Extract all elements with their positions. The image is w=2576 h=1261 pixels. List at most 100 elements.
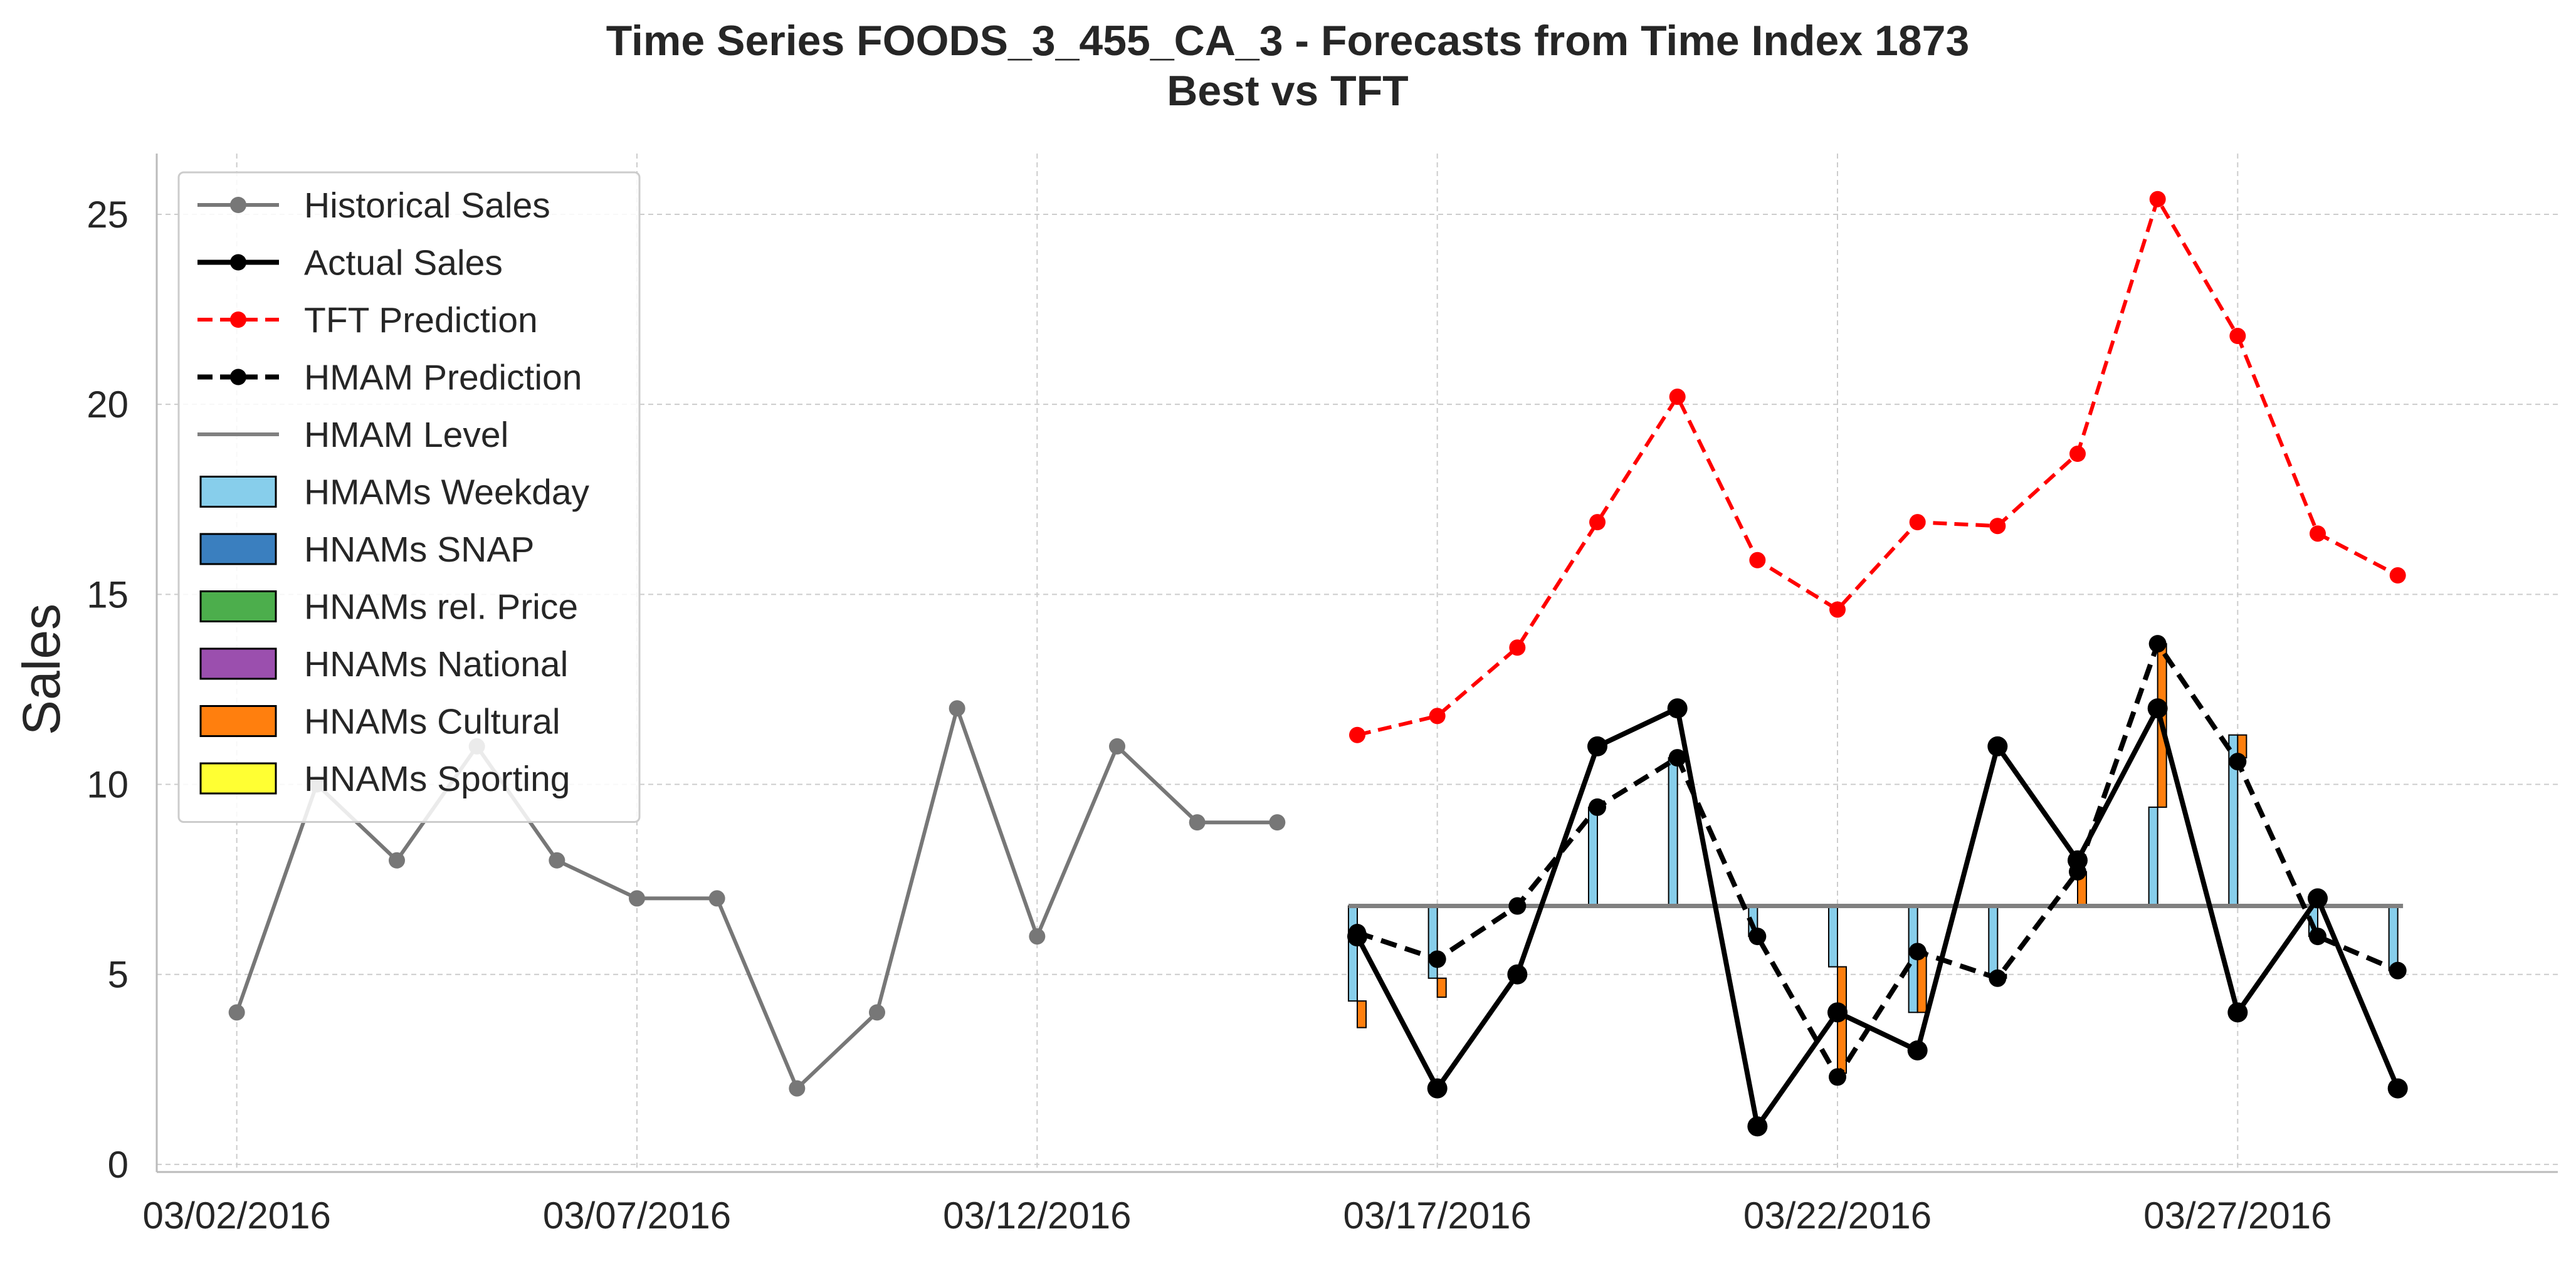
- tft-prediction-point: [1509, 639, 1526, 656]
- actual-sales-point: [1427, 1078, 1448, 1099]
- tft-prediction-point: [1429, 708, 1446, 725]
- hmam-prediction-point: [1508, 897, 1527, 915]
- actual-sales-point: [1667, 698, 1688, 719]
- weekday-effect-bar: [1668, 757, 1678, 907]
- legend-label: HNAMs Sporting: [304, 759, 570, 799]
- tft-prediction-point: [2149, 191, 2166, 207]
- tft-prediction-point: [2229, 328, 2246, 345]
- tft-prediction-point: [1349, 726, 1365, 743]
- historical-sales-point: [789, 1080, 806, 1097]
- hmam-prediction-point: [1989, 969, 2007, 987]
- legend-label: HMAM Prediction: [304, 358, 582, 398]
- actual-sales-point: [1507, 964, 1528, 985]
- actual-sales-point: [2387, 1078, 2408, 1099]
- tft-prediction-point: [2310, 525, 2326, 542]
- legend-label: HMAM Level: [304, 415, 508, 455]
- tft-prediction-point: [1669, 389, 1686, 406]
- actual-sales-point: [1907, 1040, 1928, 1060]
- legend-swatch: [199, 590, 277, 622]
- y-tick-label: 25: [87, 194, 129, 236]
- historical-sales-point: [1269, 814, 1286, 831]
- hmam-prediction-point: [2148, 635, 2167, 653]
- cultural-effect-bar: [1916, 951, 1927, 1013]
- y-tick-label: 0: [108, 1144, 129, 1186]
- tft-prediction-point: [1829, 601, 1846, 618]
- legend-marker: [230, 254, 246, 271]
- tft-prediction-line: [1357, 197, 2399, 737]
- actual-sales-point: [1747, 1116, 1768, 1137]
- legend-marker: [230, 311, 246, 328]
- tft-prediction-point: [1749, 552, 1766, 568]
- y-tick-label: 10: [87, 764, 129, 806]
- legend-label: Historical Sales: [304, 186, 550, 226]
- hmam-prediction-point: [1589, 798, 1606, 816]
- legend-swatch: [199, 476, 277, 508]
- tft-prediction-point: [1589, 514, 1606, 531]
- actual-sales-point: [2308, 888, 2328, 909]
- legend-label: HNAMs National: [304, 644, 568, 684]
- tft-prediction-point: [2389, 567, 2406, 584]
- axes-layer: [155, 154, 2558, 1173]
- legend-box: [177, 171, 641, 823]
- actual-sales-point: [1827, 1002, 1848, 1023]
- legend-swatch: [199, 647, 277, 680]
- weekday-effect-bar: [1587, 806, 1599, 907]
- hmam-prediction-point: [1668, 749, 1686, 767]
- legend-label: HMAMs Weekday: [304, 473, 590, 513]
- hmam-prediction-point: [1829, 1068, 1846, 1086]
- cultural-effect-bar: [1357, 1000, 1367, 1028]
- hmam-prediction-point: [2309, 928, 2326, 946]
- y-axis-label: Sales: [12, 604, 71, 735]
- legend-label: HNAMs Cultural: [304, 702, 560, 742]
- hmam-prediction-point: [1908, 943, 1927, 961]
- actual-sales-point: [2227, 1002, 2248, 1023]
- historical-sales-point: [949, 700, 965, 717]
- hmam-prediction-point: [2389, 961, 2407, 980]
- x-tick-label: 03/02/2016: [143, 1195, 331, 1237]
- actual-sales-point: [2147, 698, 2168, 719]
- actual-sales-point: [1987, 736, 2008, 756]
- historical-sales-point: [629, 890, 645, 907]
- actual-sales-point: [1587, 736, 1607, 756]
- x-tick-label: 03/17/2016: [1343, 1195, 1532, 1237]
- historical-sales-point: [549, 852, 565, 869]
- legend-marker: [230, 369, 246, 385]
- legend-swatch: [199, 762, 277, 795]
- x-tick-label: 03/07/2016: [543, 1195, 731, 1237]
- tick-labels: 0 5 10 15 20 25 03/02/2016 03/07/2016 03/12/2016…: [87, 194, 2332, 1237]
- weekday-effect-bar: [1827, 905, 1839, 968]
- hmam-prediction-line: [1356, 641, 2399, 1080]
- tft-prediction-point: [1989, 518, 2006, 535]
- cultural-effect-bar: [1436, 977, 1447, 998]
- y-tick-label: 5: [108, 954, 129, 996]
- series-lines: [228, 191, 2408, 1137]
- weekday-effect-bar: [1347, 905, 1359, 1002]
- hmam-prediction-point: [1428, 950, 1446, 968]
- legend-swatch: [199, 705, 277, 737]
- hmam-prediction-point: [1748, 928, 1767, 946]
- historical-sales-point: [1189, 814, 1206, 831]
- historical-sales-point: [869, 1004, 885, 1021]
- weekday-effect-bar: [2388, 905, 2399, 971]
- y-tick-label: 20: [87, 384, 129, 426]
- weekday-effect-bar: [1988, 905, 1999, 975]
- chart-title: Time Series FOODS_3_455_CA_3 - Forecasts…: [606, 17, 1970, 65]
- weekday-effect-bar: [2148, 806, 2158, 907]
- hmam-prediction-point: [2229, 753, 2247, 771]
- y-tick-label: 15: [87, 573, 129, 615]
- legend-swatch: [199, 533, 277, 565]
- chart-subtitle: Best vs TFT: [1167, 67, 1408, 115]
- historical-sales-point: [228, 1004, 245, 1021]
- historical-sales-point: [1029, 928, 1046, 945]
- legend-label: Actual Sales: [304, 243, 503, 283]
- actual-sales-point: [2068, 850, 2088, 871]
- tft-prediction-point: [2069, 446, 2086, 463]
- tft-prediction-point: [1909, 514, 1926, 531]
- historical-sales-point: [708, 890, 725, 907]
- x-tick-label: 03/27/2016: [2143, 1195, 2332, 1237]
- historical-sales-line: [234, 706, 1278, 1091]
- x-tick-label: 03/12/2016: [943, 1195, 1131, 1237]
- x-tick-label: 03/22/2016: [1743, 1195, 1932, 1237]
